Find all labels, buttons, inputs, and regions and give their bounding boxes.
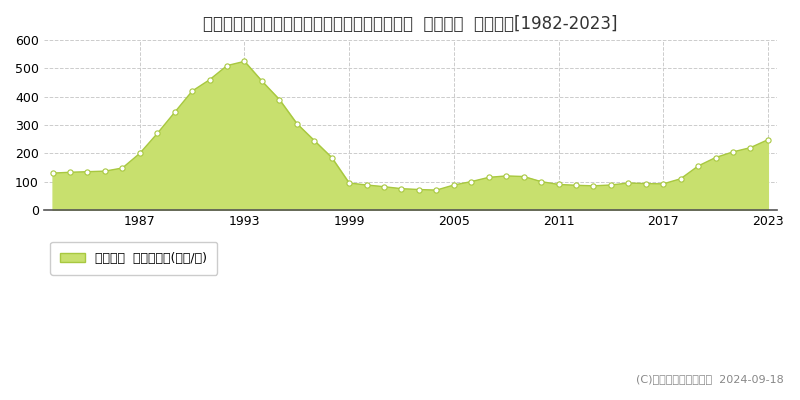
Point [395,186,408,192]
Point [326,154,338,161]
Point [308,137,321,144]
Point [605,182,618,188]
Point [64,169,77,176]
Point [518,173,530,180]
Point [744,144,757,151]
Point [692,163,705,169]
Point [116,165,129,171]
Point [482,174,495,180]
Point [500,173,513,179]
Point [570,182,582,188]
Point [342,180,355,186]
Point [762,136,774,143]
Legend: 公示地価  平均坤単価(万円/坤): 公示地価 平均坤単価(万円/坤) [50,242,217,275]
Text: (C)土地価格ドットコム  2024-09-18: (C)土地価格ドットコム 2024-09-18 [636,374,784,384]
Point [587,183,600,189]
Point [622,180,634,186]
Point [168,109,181,116]
Point [465,178,478,185]
Point [360,182,373,188]
Point [378,184,390,190]
Title: 北海道札幌市中央区大通西１４丁目１番１５外  公示地価  地価推移[1982-2023]: 北海道札幌市中央区大通西１４丁目１番１５外 公示地価 地価推移[1982-202… [203,15,618,33]
Point [447,182,460,188]
Point [186,88,198,94]
Point [98,168,111,174]
Point [273,96,286,103]
Point [430,187,442,193]
Point [413,186,426,193]
Point [290,120,303,127]
Point [151,130,164,137]
Point [221,62,234,69]
Point [674,176,687,182]
Point [203,76,216,83]
Point [639,180,652,187]
Point [726,149,739,155]
Point [709,154,722,161]
Point [255,78,268,84]
Point [81,168,94,175]
Point [534,178,547,185]
Point [238,58,251,64]
Point [46,170,59,176]
Point [657,181,670,187]
Point [552,181,565,188]
Point [134,150,146,156]
